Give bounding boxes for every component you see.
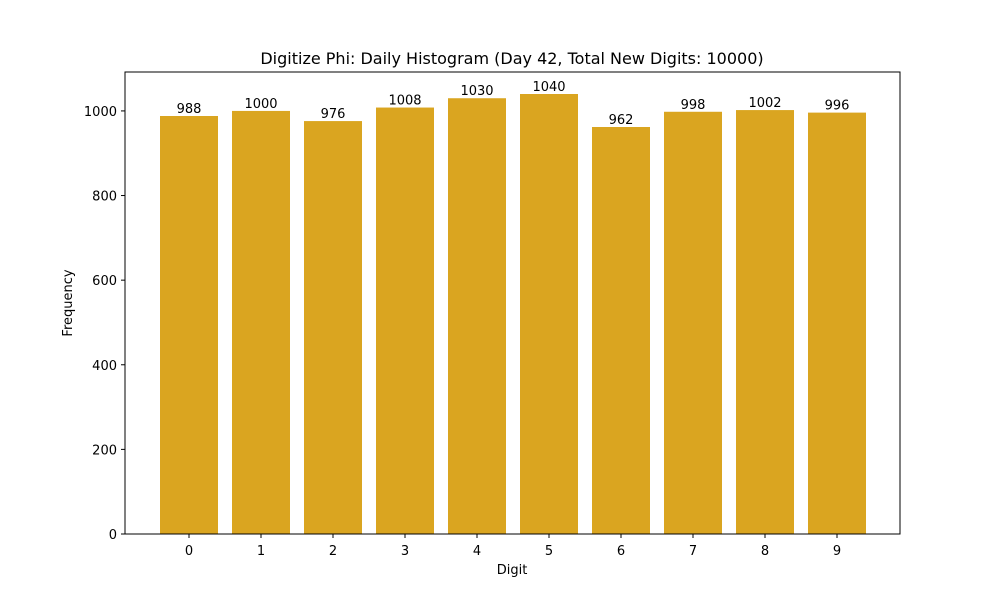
bar-value-label: 976 bbox=[321, 107, 346, 122]
x-axis-ticks: 0 1 2 3 4 5 6 7 8 9 bbox=[185, 534, 841, 559]
bar-digit-7 bbox=[664, 111, 722, 535]
x-tick-label: 9 bbox=[833, 544, 841, 559]
x-tick-label: 7 bbox=[689, 544, 697, 559]
x-tick-label: 3 bbox=[401, 544, 409, 559]
bar-value-label: 998 bbox=[681, 98, 706, 113]
bar-value-label: 1000 bbox=[244, 97, 277, 112]
x-tick-label: 8 bbox=[761, 544, 769, 559]
x-tick-label: 5 bbox=[545, 544, 553, 559]
plot-frame bbox=[124, 71, 901, 535]
x-tick-label: 6 bbox=[617, 544, 625, 559]
y-tick-label: 1000 bbox=[84, 105, 117, 120]
bar-digit-6 bbox=[592, 127, 650, 534]
bar-value-labels: 988 1000 976 1008 1030 1040 962 998 1002 996 bbox=[177, 80, 850, 128]
bar-digit-2 bbox=[304, 121, 362, 535]
bar-digit-5 bbox=[520, 94, 578, 534]
x-tick-label: 4 bbox=[473, 544, 481, 559]
bar-value-label: 1030 bbox=[460, 84, 493, 99]
bar-value-label: 1040 bbox=[532, 80, 565, 95]
y-axis-ticks: 0 200 400 600 800 1000 bbox=[84, 105, 125, 543]
x-tick-label: 2 bbox=[329, 544, 337, 559]
bar-digit-9 bbox=[808, 112, 866, 534]
y-tick-label: 0 bbox=[109, 528, 117, 543]
chart-title: Digitize Phi: Daily Histogram (Day 42, T… bbox=[260, 49, 763, 68]
bar-value-label: 1008 bbox=[388, 94, 421, 109]
y-tick-label: 600 bbox=[92, 274, 117, 289]
x-tick-label: 1 bbox=[257, 544, 265, 559]
bars-group bbox=[160, 94, 866, 535]
bar-digit-3 bbox=[376, 107, 434, 535]
y-axis-label: Frequency bbox=[61, 269, 76, 336]
bar-digit-0 bbox=[160, 116, 218, 534]
y-tick-label: 400 bbox=[92, 359, 117, 374]
bar-value-label: 1002 bbox=[748, 96, 781, 111]
bar-value-label: 988 bbox=[177, 102, 202, 117]
y-tick-label: 800 bbox=[92, 190, 117, 205]
y-tick-label: 200 bbox=[92, 443, 117, 458]
x-axis-label: Digit bbox=[497, 563, 528, 578]
x-tick-label: 0 bbox=[185, 544, 193, 559]
bar-value-label: 996 bbox=[825, 99, 850, 114]
bar-value-label: 962 bbox=[609, 113, 634, 128]
bar-digit-4 bbox=[448, 98, 506, 534]
bar-digit-1 bbox=[232, 110, 290, 534]
bar-digit-8 bbox=[736, 110, 794, 535]
